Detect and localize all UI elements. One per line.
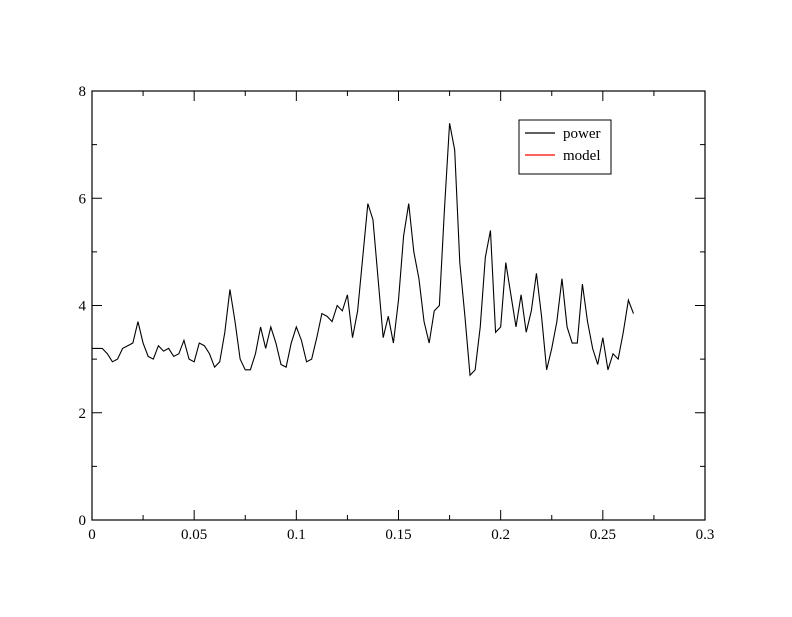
series-line <box>92 123 634 377</box>
y-tick-label: 0 <box>79 513 87 529</box>
legend-label: model <box>563 148 601 164</box>
legend-box <box>518 119 612 175</box>
x-tick-label: 0.15 <box>385 527 411 543</box>
y-tick-label: 8 <box>79 84 87 100</box>
y-tick-label: 4 <box>79 299 87 315</box>
x-tick-label: 0.3 <box>696 527 715 543</box>
plot-frame <box>91 90 706 521</box>
legend-label: power <box>563 126 601 142</box>
x-tick-label: 0.05 <box>181 527 207 543</box>
y-tick-label: 2 <box>79 406 87 422</box>
x-tick-label: 0.25 <box>590 527 616 543</box>
x-tick-label: 0 <box>88 527 96 543</box>
y-tick-label: 6 <box>79 191 87 207</box>
x-tick-label: 0.2 <box>491 527 510 543</box>
x-tick-label: 0.1 <box>287 527 306 543</box>
